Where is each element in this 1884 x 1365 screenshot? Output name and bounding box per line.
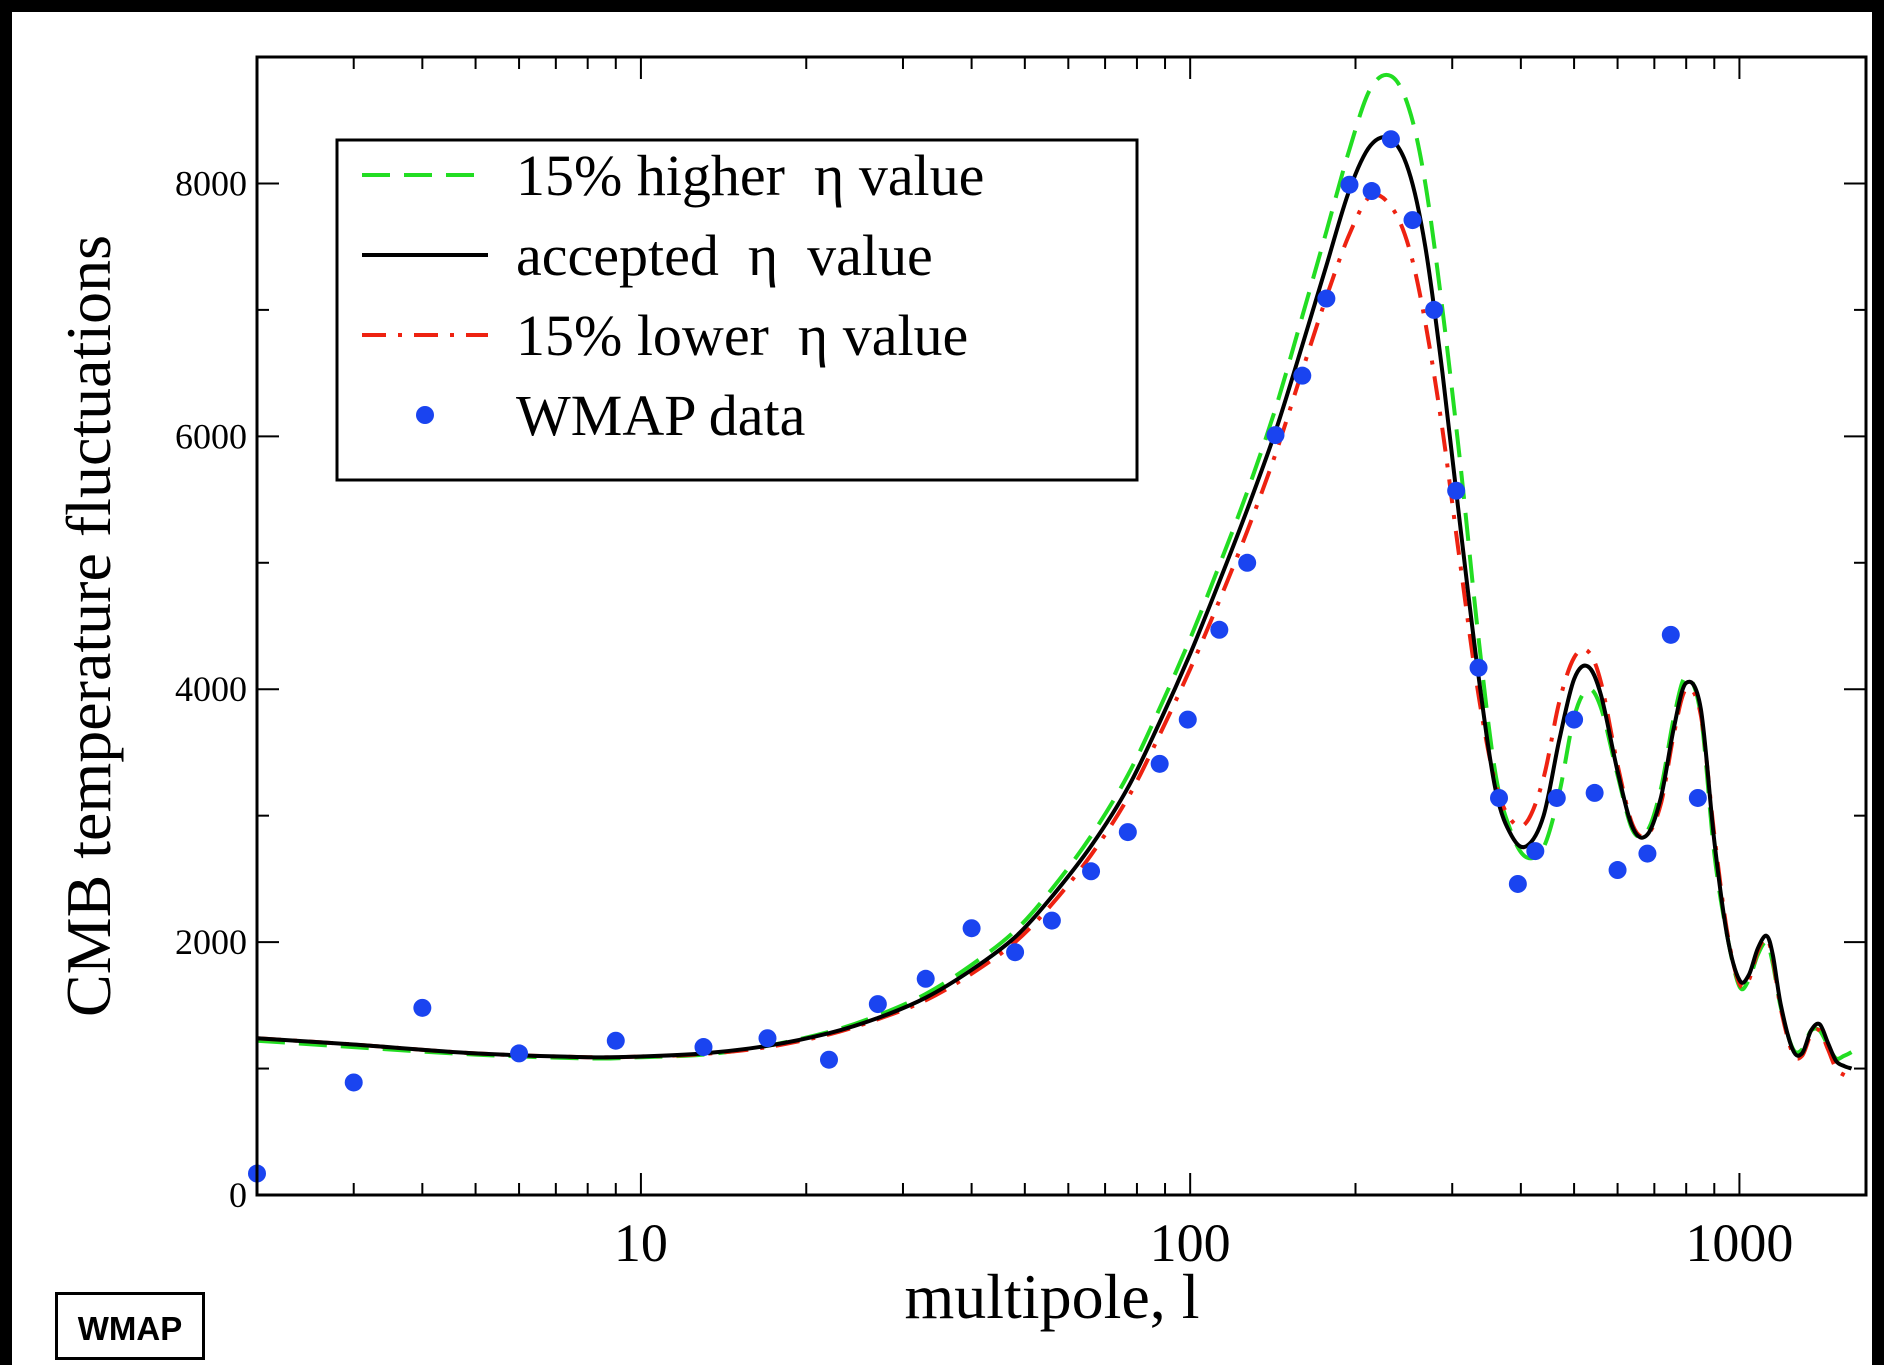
legend: 15% higher η value accepted η value 15% lo… — [335, 138, 1139, 482]
wmap-badge: WMAP — [55, 1292, 205, 1360]
legend-label: accepted η value — [516, 223, 933, 288]
legend-label: 15% higher η value — [516, 143, 984, 208]
data-point — [1178, 710, 1197, 729]
data-point — [916, 969, 935, 988]
data-point — [344, 1073, 363, 1092]
data-point — [1490, 788, 1509, 807]
y-tick-label: 8000 — [175, 163, 247, 203]
data-point — [868, 995, 887, 1014]
data-point — [413, 998, 432, 1017]
chart-panel: 10 100 1000 0 2000 4000 6000 8000 CMB temperatu… — [12, 12, 1872, 1365]
data-point — [1661, 625, 1680, 644]
data-point — [1526, 842, 1545, 861]
data-point — [1238, 553, 1257, 572]
cmb-power-spectrum-chart: 10 100 1000 0 2000 4000 6000 8000 CMB temperatu… — [53, 55, 1868, 1332]
y-tick-label: 0 — [229, 1175, 247, 1215]
data-point — [1565, 710, 1584, 729]
data-point — [1210, 620, 1229, 639]
y-tick-label: 2000 — [175, 922, 247, 962]
y-axis-label: CMB temperature fluctuations — [53, 235, 124, 1017]
data-point — [1508, 874, 1527, 893]
plot-frame — [255, 55, 1868, 1197]
data-point — [1469, 658, 1488, 677]
data-point — [606, 1031, 625, 1050]
series-line-accepted — [257, 135, 1853, 1071]
data-point — [1547, 788, 1566, 807]
data-point — [1425, 300, 1444, 319]
data-point — [1006, 943, 1025, 962]
data-point — [694, 1038, 713, 1057]
data-point — [1340, 175, 1359, 194]
data-point — [1118, 823, 1137, 842]
data-point — [1585, 783, 1604, 802]
data-point — [819, 1050, 838, 1069]
data-point — [1150, 754, 1169, 773]
data-point — [1042, 911, 1061, 930]
data-point — [1293, 366, 1312, 385]
data-point — [1362, 182, 1381, 201]
x-axis-label: multipole, l — [904, 1261, 1199, 1332]
data-point — [1317, 289, 1336, 308]
data-point — [1403, 211, 1422, 230]
legend-label: WMAP data — [516, 383, 805, 448]
data-point — [1608, 861, 1627, 880]
y-tick-label: 4000 — [175, 669, 247, 709]
legend-box — [335, 138, 1139, 482]
data-point — [1688, 788, 1707, 807]
data-point — [510, 1044, 529, 1063]
data-point — [1082, 862, 1101, 881]
data-point — [758, 1029, 777, 1048]
data-point — [1447, 481, 1466, 500]
x-tick-label: 10 — [614, 1213, 668, 1273]
data-point — [1638, 844, 1657, 863]
data-point — [962, 919, 981, 938]
data-point — [1381, 130, 1400, 149]
legend-label: 15% lower η value — [516, 303, 968, 368]
data-point — [1266, 426, 1285, 445]
y-tick-label: 6000 — [175, 416, 247, 456]
legend-marker-data — [416, 406, 434, 424]
x-tick-label: 1000 — [1685, 1213, 1793, 1273]
x-tick-label: 100 — [1150, 1213, 1231, 1273]
